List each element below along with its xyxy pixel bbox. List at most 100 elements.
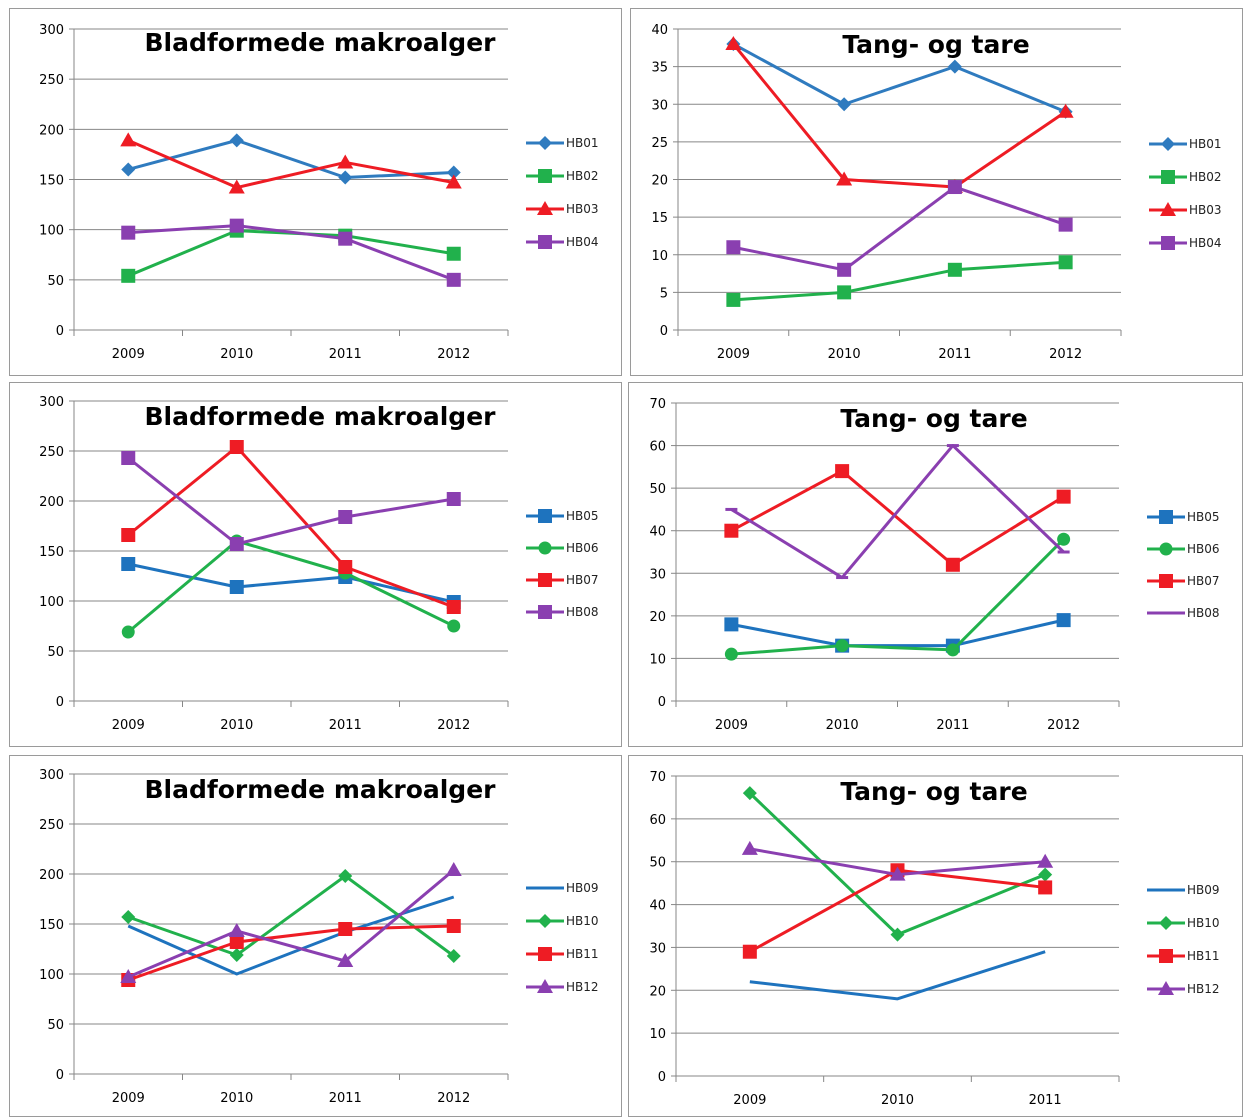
series-line — [127, 539, 455, 634]
chart-title: Tang- og tare — [840, 777, 1027, 806]
series-HB06 — [121, 534, 461, 639]
series-HB07 — [724, 464, 1071, 572]
data-point — [947, 262, 962, 277]
series-HB04 — [726, 180, 1073, 277]
data-point — [446, 600, 461, 614]
legend-marker — [538, 605, 552, 619]
x-tick-label: 2009 — [715, 718, 748, 733]
data-point — [228, 923, 245, 937]
data-point — [446, 949, 461, 963]
data-point — [229, 580, 244, 594]
series-HB03 — [120, 132, 462, 194]
legend-label: HB01 — [566, 136, 599, 150]
x-tick-label: 2010 — [220, 1091, 253, 1106]
y-tick-label: 250 — [39, 818, 64, 833]
series-HB10 — [742, 786, 1053, 942]
series-HB03 — [725, 36, 1074, 194]
legend-marker — [538, 573, 552, 587]
chart-panel-4: 0 10 20 30 40 50 60 70 2009 2010 2011 2012 HB05 HB06 H… — [628, 382, 1243, 747]
data-point — [121, 910, 136, 924]
legend-marker — [1159, 510, 1173, 524]
y-tick-label: 20 — [649, 610, 666, 625]
data-point — [1038, 880, 1053, 895]
y-tick-label: 10 — [649, 652, 666, 667]
legend-entry-HB01: HB01 — [526, 136, 599, 150]
data-point — [835, 639, 849, 653]
data-point — [741, 840, 758, 855]
y-tick-label: 10 — [649, 1027, 666, 1042]
legend-entry-HB01: HB01 — [1149, 137, 1222, 151]
x-tick-label: 2010 — [220, 347, 253, 362]
series-line — [731, 618, 1064, 648]
legend-label: HB02 — [566, 169, 599, 183]
data-point — [947, 180, 962, 195]
series-HB08 — [121, 451, 461, 551]
legend-marker — [538, 914, 552, 928]
legend-marker — [1161, 236, 1175, 250]
data-point — [229, 537, 244, 551]
y-tick-label: 40 — [651, 23, 668, 38]
data-point — [337, 953, 354, 967]
chart-panel-2: 0 5 10 15 20 25 30 35 40 2009 2010 2011 2012 HB01 HB02… — [630, 8, 1243, 376]
y-tick-label: 15 — [651, 211, 668, 226]
data-point — [1038, 867, 1053, 882]
legend-entry-HB10: HB10 — [1147, 916, 1220, 930]
data-point — [121, 225, 136, 240]
data-point — [1058, 255, 1073, 270]
legend-marker — [1158, 981, 1174, 995]
chart-title: Tang- og tare — [840, 404, 1027, 433]
legend-entry-HB02: HB02 — [1149, 170, 1222, 184]
legend-marker — [1159, 949, 1173, 963]
series-line — [730, 469, 1065, 567]
legend-label: HB10 — [1187, 916, 1220, 930]
x-tick-label: 2012 — [1049, 347, 1082, 362]
data-point — [1057, 532, 1071, 546]
legend-label: HB09 — [566, 881, 599, 895]
series-line — [732, 43, 1067, 189]
data-point — [121, 557, 136, 571]
data-point — [445, 174, 462, 189]
series-line — [127, 456, 454, 546]
y-tick-label: 70 — [649, 397, 666, 412]
chart-title: Tang- og tare — [842, 30, 1029, 59]
series-line — [733, 185, 1067, 272]
legend-entry-HB11: HB11 — [526, 947, 599, 961]
legend-marker — [1159, 542, 1173, 556]
series-HB02 — [726, 255, 1073, 307]
data-point — [121, 625, 135, 639]
data-point — [446, 272, 461, 287]
legend-entry-HB03: HB03 — [526, 201, 599, 216]
y-tick-label: 40 — [649, 899, 666, 914]
series-HB01 — [121, 133, 461, 185]
chart-panel-6: 0 10 20 30 40 50 60 70 2009 2010 2011 HB09 HB10 HB11 H… — [628, 755, 1243, 1117]
series-line — [127, 924, 454, 982]
legend-marker — [538, 541, 552, 555]
y-tick-label: 30 — [649, 941, 666, 956]
data-point — [446, 165, 461, 180]
legend-label: HB11 — [1187, 949, 1220, 963]
data-point — [446, 919, 461, 933]
y-tick-label: 300 — [39, 395, 64, 410]
x-tick-label: 2012 — [437, 1091, 470, 1106]
legend-entry-HB03: HB03 — [1149, 202, 1222, 217]
data-point — [836, 171, 853, 186]
series-line — [732, 42, 1067, 114]
legend-label: HB02 — [1189, 170, 1222, 184]
data-point — [446, 246, 461, 261]
legend-label: HB05 — [1187, 510, 1220, 524]
y-tick-label: 25 — [651, 136, 668, 151]
data-point — [1058, 217, 1073, 232]
y-tick-label: 250 — [39, 445, 64, 460]
series-line — [127, 138, 454, 179]
x-tick-label: 2011 — [936, 718, 969, 733]
y-tick-label: 300 — [39, 23, 64, 38]
x-tick-label: 2010 — [828, 347, 861, 362]
legend-label: HB03 — [1189, 203, 1222, 217]
data-point — [742, 786, 757, 801]
y-tick-label: 200 — [39, 123, 64, 138]
series-line — [733, 260, 1066, 302]
chart-panel-1: 0 50 100 150 200 250 300 2009 2010 2011 2012 HB01 HB… — [9, 8, 622, 376]
y-tick-label: 20 — [651, 174, 668, 189]
series-HB10 — [121, 869, 461, 963]
series-HB07 — [121, 440, 461, 614]
